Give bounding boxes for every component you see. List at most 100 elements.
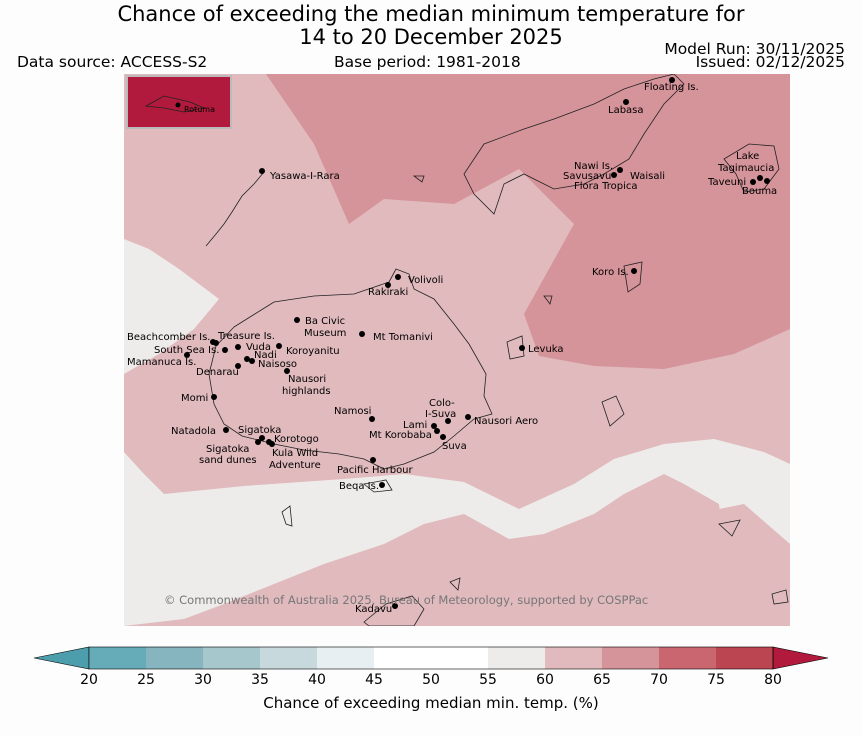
marker-denarau xyxy=(235,363,241,369)
title-line-1: Chance of exceeding the median minimum t… xyxy=(117,2,745,26)
label-koro: Koro Is. xyxy=(592,267,629,278)
model-run: Model Run: 30/11/2025 xyxy=(664,40,845,58)
label-koroyanitu: Koroyanitu xyxy=(286,346,340,357)
label-dunes-1: Sigatoka xyxy=(206,444,249,455)
colorbar-frame xyxy=(88,646,774,670)
marker-momi xyxy=(211,394,217,400)
small-island xyxy=(449,577,461,591)
marker-nausori-aero xyxy=(465,414,471,420)
label-kula-2: Adventure xyxy=(269,460,321,471)
marker-treasure xyxy=(213,340,219,346)
marker-kadavu xyxy=(392,603,398,609)
label-bouma: Bouma xyxy=(742,186,777,197)
marker-dunes xyxy=(255,439,261,445)
colorbar-tick-label: 20 xyxy=(80,672,98,688)
copyright-notice: © Commonwealth of Australia 2025, Bureau… xyxy=(164,593,648,607)
label-namosi: Namosi xyxy=(334,406,371,417)
region-65-70 xyxy=(266,74,790,369)
title-line-2: 14 to 20 December 2025 xyxy=(299,25,563,49)
marker-lami xyxy=(431,423,437,429)
marker-pacific-harbour xyxy=(370,457,376,463)
marker-suva xyxy=(440,434,446,440)
data-source: Data source: ACCESS-S2 xyxy=(17,53,208,71)
label-yasawa: Yasawa-I-Rara xyxy=(269,171,340,182)
colorbar-tick-label: 40 xyxy=(308,672,326,688)
marker-nadi xyxy=(244,356,250,362)
label-nausori-aero: Nausori Aero xyxy=(474,416,538,427)
marker-tomanivi xyxy=(359,331,365,337)
marker-kula xyxy=(269,441,275,447)
small-island xyxy=(543,295,553,305)
label-colo-2: I-Suva xyxy=(425,409,456,420)
marker-nausori-highlands xyxy=(284,368,290,374)
label-ba-1: Ba Civic xyxy=(305,316,345,327)
marker-koroyanitu xyxy=(276,343,282,349)
label-treasure: Treasure Is. xyxy=(217,331,275,342)
marker-natadola xyxy=(223,427,229,433)
marker-yasawa xyxy=(259,168,265,174)
label-kadavu: Kadavu xyxy=(355,604,392,615)
label-kula-1: Kula Wild xyxy=(272,448,318,459)
label-natadola: Natadola xyxy=(171,426,216,437)
label-momi: Momi xyxy=(181,393,208,404)
label-korobaba: Mt Korobaba xyxy=(369,430,432,441)
marker-ba xyxy=(294,317,300,323)
label-denarau: Denarau xyxy=(196,367,239,378)
marker-southsea xyxy=(222,347,228,353)
marker-koro xyxy=(631,268,637,274)
label-nausori-1: Nausori xyxy=(288,374,326,385)
colorbar-segment xyxy=(431,647,488,669)
small-island xyxy=(412,175,425,183)
label-volivoli: Volivoli xyxy=(408,275,443,286)
colorbar-tick-label: 60 xyxy=(536,672,554,688)
marker-savusavu xyxy=(611,172,617,178)
label-waisali: Waisali xyxy=(630,171,665,182)
colorbar-tick-label: 55 xyxy=(479,672,497,688)
marker-floating xyxy=(669,77,675,83)
label-nausori-2: highlands xyxy=(282,386,331,397)
colorbar-segment xyxy=(545,647,602,669)
colorbar-under-arrow xyxy=(33,646,90,670)
marker-sigatoka xyxy=(259,435,265,441)
forecast-map: Rotuma xyxy=(124,74,790,626)
base-period: Base period: 1981-2018 xyxy=(334,53,521,71)
colorbar-segment xyxy=(488,647,545,669)
yasawa-chain-outline xyxy=(205,171,265,247)
label-beqa: Beqa Is. xyxy=(339,481,379,492)
colorbar-segment xyxy=(374,647,431,669)
label-lake-2: Tagimaucia xyxy=(717,163,774,174)
label-ba-2: Museum xyxy=(304,328,346,339)
label-vuda: Vuda xyxy=(246,342,271,353)
colorbar-segment xyxy=(89,647,146,669)
label-colo-1: Colo- xyxy=(429,398,455,409)
small-island xyxy=(281,505,293,527)
marker-rakiraki xyxy=(385,282,391,288)
colorbar-segments xyxy=(89,647,773,669)
vanua-levu-outline xyxy=(463,74,685,215)
marker-taveuni xyxy=(750,179,756,185)
label-korotogo: Korotogo xyxy=(274,434,319,445)
label-sigatoka: Sigatoka xyxy=(238,425,281,436)
marker-bouma xyxy=(764,178,770,184)
label-rakiraki: Rakiraki xyxy=(368,287,408,298)
label-mamanuca: Mamanuca Is. xyxy=(127,357,196,368)
colorbar-segment xyxy=(260,647,317,669)
colorbar xyxy=(33,646,829,670)
marker-mamanuca xyxy=(184,352,190,358)
label-levuka: Levuka xyxy=(528,344,564,355)
colorbar-segment xyxy=(203,647,260,669)
marker-nawi xyxy=(617,167,623,173)
label-pacific-harbour: Pacific Harbour xyxy=(337,465,414,476)
label-naisoso: Naisoso xyxy=(258,359,297,370)
koro-outline xyxy=(623,261,643,293)
label-southsea: South Sea Is. xyxy=(154,345,219,356)
small-island xyxy=(601,395,625,427)
label-tomanivi: Mt Tomanivi xyxy=(373,332,433,343)
small-island xyxy=(718,519,741,537)
label-suva: Suva xyxy=(442,441,467,452)
label-dunes-2: sand dunes xyxy=(199,455,257,466)
region-60-65-southeast xyxy=(704,504,790,626)
rotuma-outline xyxy=(144,95,206,113)
marker-colo-i-suva xyxy=(445,418,451,424)
colorbar-tick-label: 65 xyxy=(593,672,611,688)
